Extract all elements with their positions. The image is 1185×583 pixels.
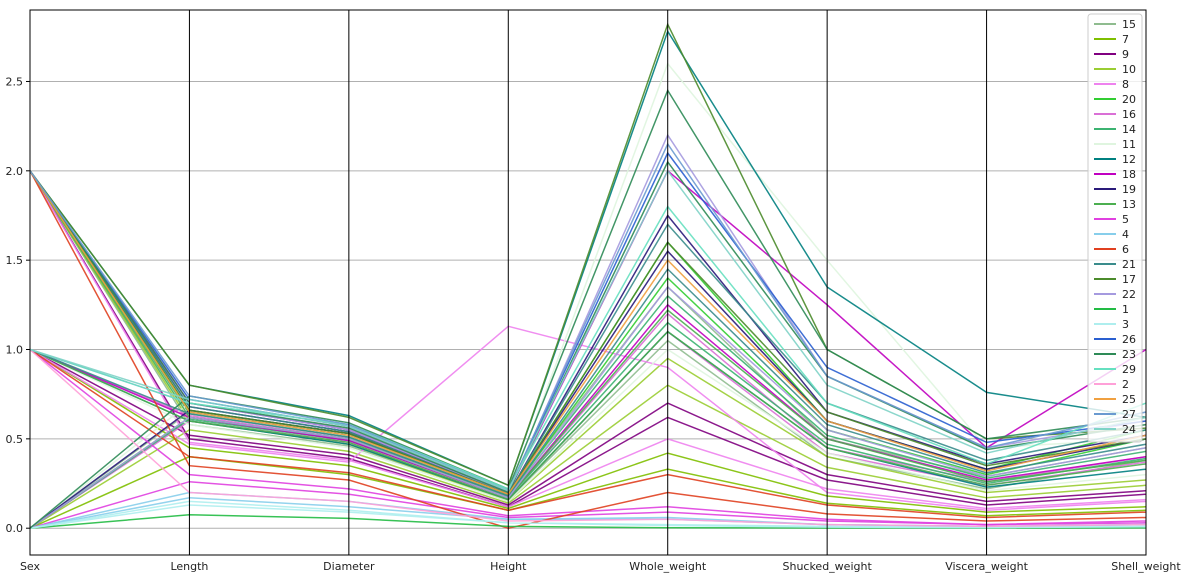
series-line-16 xyxy=(29,312,1147,499)
legend-label: 14 xyxy=(1122,123,1136,136)
legend-label: 7 xyxy=(1122,33,1129,46)
legend-label: 3 xyxy=(1122,318,1129,331)
series-line-24 xyxy=(29,169,1147,492)
x-tick-label: Length xyxy=(170,560,208,573)
y-tick-label: 1.0 xyxy=(6,344,24,357)
series-line-11 xyxy=(29,62,1147,529)
legend-label: 2 xyxy=(1122,378,1129,391)
x-tick-label: Shell_weight xyxy=(1111,560,1181,573)
series-line-14 xyxy=(29,321,1147,529)
legend-label: 13 xyxy=(1122,198,1136,211)
legend-label: 5 xyxy=(1122,213,1129,226)
legend: 1579108201614111218191354621172213262329… xyxy=(1087,13,1143,443)
legend-label: 29 xyxy=(1122,363,1136,376)
x-tick-label: Diameter xyxy=(323,560,375,573)
series-line-8 xyxy=(29,170,1147,510)
x-tick-label: Height xyxy=(490,560,527,573)
legend-label: 26 xyxy=(1122,333,1136,346)
x-tick-label: Whole_weight xyxy=(629,560,707,573)
legend-label: 21 xyxy=(1122,258,1136,271)
series-line-11 xyxy=(29,348,1147,503)
y-tick-label: 2.0 xyxy=(6,165,24,178)
x-tick-label: Viscera_weight xyxy=(945,560,1028,573)
data-lines xyxy=(29,22,1147,529)
legend-label: 20 xyxy=(1122,93,1136,106)
legend-label: 6 xyxy=(1122,243,1129,256)
y-tick-label: 2.5 xyxy=(6,75,24,88)
series-line-17 xyxy=(29,170,1147,496)
legend-label: 15 xyxy=(1122,18,1136,31)
x-tick-label: Shucked_weight xyxy=(782,560,872,573)
legend-label: 24 xyxy=(1122,423,1136,436)
legend-label: 17 xyxy=(1122,273,1136,286)
legend-label: 27 xyxy=(1122,408,1136,421)
legend-label: 18 xyxy=(1122,168,1136,181)
series-line-7 xyxy=(29,348,1147,513)
legend-label: 9 xyxy=(1122,48,1129,61)
series-line-6 xyxy=(29,170,1147,529)
legend-label: 11 xyxy=(1122,138,1136,151)
legend-label: 25 xyxy=(1122,393,1136,406)
series-line-29 xyxy=(29,205,1147,490)
series-line-14 xyxy=(29,170,1147,497)
legend-label: 10 xyxy=(1122,63,1136,76)
series-line-9 xyxy=(29,170,1147,508)
legend-label: 16 xyxy=(1122,108,1136,121)
series-line-9 xyxy=(29,348,1147,506)
series-line-2 xyxy=(29,348,1147,528)
series-line-27 xyxy=(29,142,1147,492)
legend-label: 19 xyxy=(1122,183,1136,196)
legend-box xyxy=(1087,13,1143,443)
legend-label: 12 xyxy=(1122,153,1136,166)
x-tick-label: Sex xyxy=(20,560,41,573)
y-tick-label: 0.0 xyxy=(6,522,24,535)
legend-label: 22 xyxy=(1122,288,1136,301)
series-line-13 xyxy=(29,330,1147,501)
series-line-10 xyxy=(29,384,1147,529)
series-line-6 xyxy=(29,348,1147,519)
plot-frame xyxy=(29,9,1147,556)
series-line-21 xyxy=(29,170,1147,496)
series-line-5 xyxy=(29,480,1147,529)
legend-label: 1 xyxy=(1122,303,1129,316)
series-line-25 xyxy=(29,170,1147,496)
y-tick-label: 1.5 xyxy=(6,254,24,267)
series-line-10 xyxy=(29,170,1147,503)
series-line-21 xyxy=(29,267,1147,497)
series-line-22 xyxy=(29,285,1147,529)
y-tick-label: 0.5 xyxy=(6,433,24,446)
legend-label: 4 xyxy=(1122,228,1129,241)
legend-label: 23 xyxy=(1122,348,1136,361)
series-line-3 xyxy=(29,504,1147,529)
legend-label: 8 xyxy=(1122,78,1129,91)
